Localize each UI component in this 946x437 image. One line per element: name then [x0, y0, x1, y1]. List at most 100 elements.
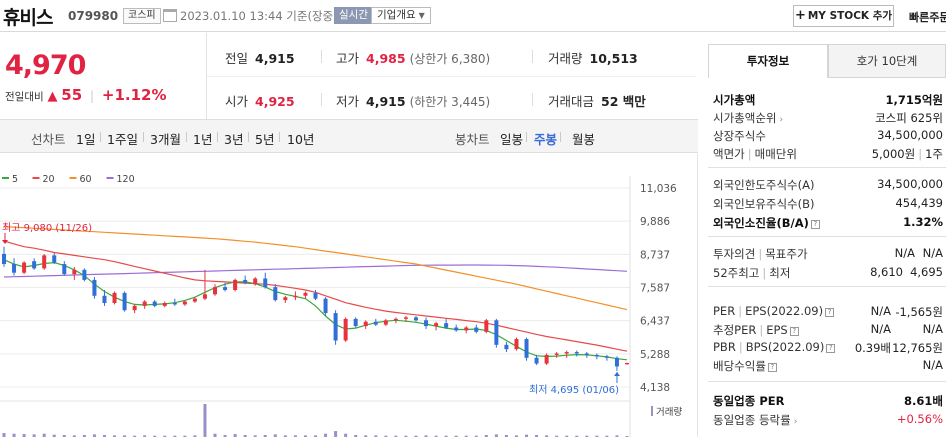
- add-mystock-button[interactable]: + MY STOCK 추가: [793, 5, 894, 27]
- chevron-right-icon[interactable]: ›: [779, 115, 784, 125]
- period-3m[interactable]: 3개월: [150, 132, 181, 147]
- volume-bar: [32, 434, 36, 437]
- divider: [207, 76, 696, 77]
- candle-body: [182, 301, 187, 305]
- volume-bar: [484, 435, 488, 437]
- quick-order-link[interactable]: 빠른주문: [909, 11, 946, 24]
- candle-body: [333, 313, 338, 341]
- candle-body: [233, 279, 238, 291]
- volume-bar: [585, 435, 589, 437]
- info-value: 34,500,000: [877, 177, 943, 191]
- volume-bar: [324, 433, 328, 437]
- divider: [217, 132, 218, 142]
- stat-high: 고가 4,985 (상한가 6,380): [336, 48, 490, 67]
- volume-bar: [374, 435, 378, 437]
- volume-bar: [575, 435, 579, 437]
- trade-unit: 1주: [925, 147, 943, 161]
- y-tick-label: 9,886: [640, 216, 670, 228]
- info-market-cap-rank: 시가총액순위 › 코스피 625위: [713, 110, 943, 126]
- help-icon[interactable]: ?: [810, 220, 820, 229]
- period-monthly[interactable]: 월봉: [572, 132, 596, 147]
- divider: [143, 132, 144, 142]
- volume-bar: [213, 433, 217, 437]
- period-1y[interactable]: 1년: [193, 132, 213, 147]
- candlestick-chart: 11,036 9,886 8,737 7,587 6,437 5,288 4,138 5 20 6…: [0, 174, 682, 437]
- info-foreign-hold: 외국인보유주식수(B) 454,439: [713, 196, 943, 212]
- divider: [708, 167, 946, 168]
- candle-body: [454, 327, 459, 331]
- candle-body: [22, 262, 27, 273]
- par-value: 5,000원: [871, 147, 916, 161]
- volume-bar: [163, 435, 167, 437]
- period-5y[interactable]: 5년: [255, 132, 275, 147]
- info-value: 34,500,000: [877, 128, 943, 142]
- candle-body: [353, 318, 358, 327]
- info-foreign-limit: 외국인한도주식수(A) 34,500,000: [713, 177, 943, 193]
- volume-bar: [464, 435, 468, 437]
- volume-bar: [504, 435, 508, 437]
- volume-bar: [384, 435, 388, 437]
- price-chart[interactable]: 11,036 9,886 8,737 7,587 6,437 5,288 4,138 5 20 6…: [0, 154, 698, 437]
- stat-sub: (상한가 6,380): [409, 52, 491, 66]
- period-3y[interactable]: 3년: [224, 132, 244, 147]
- candle-body: [464, 327, 469, 331]
- candle-body: [213, 287, 218, 295]
- info-par-value: 액면가 | 매매단위 5,000원 | 1주: [713, 146, 943, 162]
- help-icon[interactable]: ?: [767, 363, 777, 372]
- stat-value: 4,915: [366, 94, 406, 109]
- period-1d[interactable]: 1일: [76, 132, 96, 147]
- candle-body: [102, 295, 107, 303]
- help-icon[interactable]: ?: [826, 344, 836, 353]
- volume-bar: [545, 435, 549, 437]
- period-10y[interactable]: 10년: [287, 132, 315, 147]
- candle-body: [152, 301, 157, 306]
- stat-value: 4,915: [255, 51, 295, 66]
- price-summary: 4,970 전일대비 ▲ 55 | +1.12%: [0, 33, 207, 119]
- volume-bar: [525, 434, 529, 437]
- divider: |: [758, 247, 763, 261]
- company-overview-button[interactable]: 기업개요 ▼: [371, 7, 431, 24]
- stat-amount: 거래대금 52 백만: [548, 91, 646, 110]
- low-arrow-head: [614, 372, 620, 376]
- legend-label: 120: [117, 174, 135, 185]
- candle-body: [243, 279, 248, 283]
- help-icon[interactable]: ?: [789, 327, 799, 336]
- info-value: N/A: [922, 322, 943, 336]
- period-daily[interactable]: 일봉: [500, 132, 524, 147]
- divider: [708, 286, 946, 287]
- price-stats: 전일 4,915 고가 4,985 (상한가 6,380) 거래량 10,513 시가 4…: [207, 33, 696, 119]
- candle-body: [253, 278, 258, 285]
- info-value: +0.56%: [896, 412, 943, 426]
- chevron-down-icon: ▼: [418, 11, 425, 20]
- volume-bar: [42, 433, 46, 437]
- volume-bar: [283, 435, 287, 437]
- candle-body: [313, 292, 318, 299]
- divider: [560, 132, 561, 142]
- chevron-right-icon[interactable]: ›: [793, 417, 798, 427]
- volume-bar: [233, 434, 237, 437]
- candle-body: [72, 269, 77, 275]
- tab-investment-info[interactable]: 투자정보: [708, 44, 828, 78]
- info-label: PBR: [713, 340, 736, 354]
- info-label: 목표주가: [765, 247, 808, 261]
- info-value: 5,000원 | 1주: [872, 146, 943, 162]
- candle-body: [223, 287, 228, 291]
- period-weekly[interactable]: 주봉: [534, 132, 558, 147]
- divider: |: [738, 304, 743, 318]
- candle-body: [444, 323, 449, 328]
- volume-bar: [354, 435, 358, 437]
- info-label: PER: [713, 304, 736, 318]
- candle-body: [625, 362, 629, 365]
- volume-bar: [454, 435, 458, 437]
- period-1w[interactable]: 1주일: [107, 132, 138, 147]
- candle-body: [584, 353, 589, 355]
- tab-order-book[interactable]: 호가 10단계: [828, 44, 946, 78]
- help-icon[interactable]: ?: [825, 308, 835, 317]
- candle-body: [132, 305, 137, 311]
- change-label: 전일대비: [5, 91, 44, 103]
- candle-body: [383, 320, 388, 325]
- volume-label: 거래량: [656, 406, 682, 418]
- volume-bar: [394, 435, 398, 437]
- candle-body: [363, 321, 368, 327]
- y-tick-label: 11,036: [640, 183, 677, 195]
